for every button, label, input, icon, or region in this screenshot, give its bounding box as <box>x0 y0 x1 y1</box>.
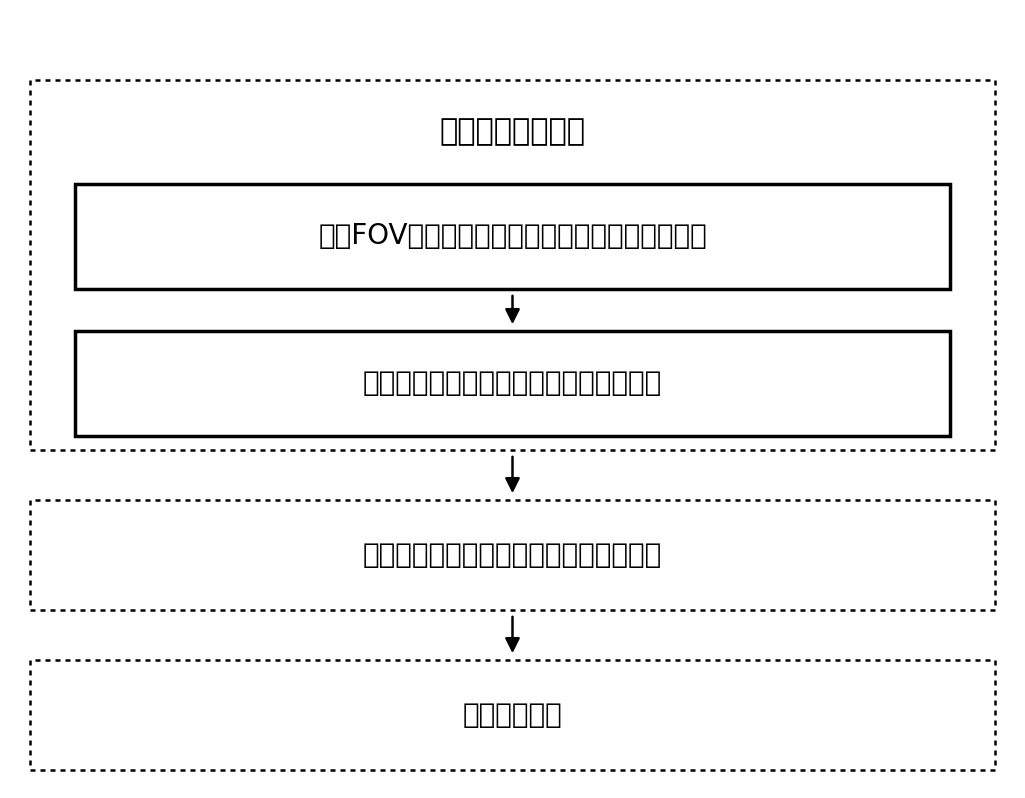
Bar <box>30 80 995 450</box>
Bar <box>75 331 950 436</box>
Text: 通过FOV值判断心包是否被骨组织或肌肉组织全包: 通过FOV值判断心包是否被骨组织或肌肉组织全包 <box>318 223 707 251</box>
Text: 去除整个序列切片的肺组织及骨组织干扰: 去除整个序列切片的肺组织及骨组织干扰 <box>363 541 662 569</box>
Bar <box>30 660 995 770</box>
Bar <box>30 500 995 610</box>
Bar <box>75 184 950 289</box>
Text: 初始定位心包区域: 初始定位心包区域 <box>440 117 585 147</box>
Text: 精确分割心包: 精确分割心包 <box>462 701 563 729</box>
Text: 从心包序列中心层切片粗略定位心包区域: 从心包序列中心层切片粗略定位心包区域 <box>363 369 662 397</box>
